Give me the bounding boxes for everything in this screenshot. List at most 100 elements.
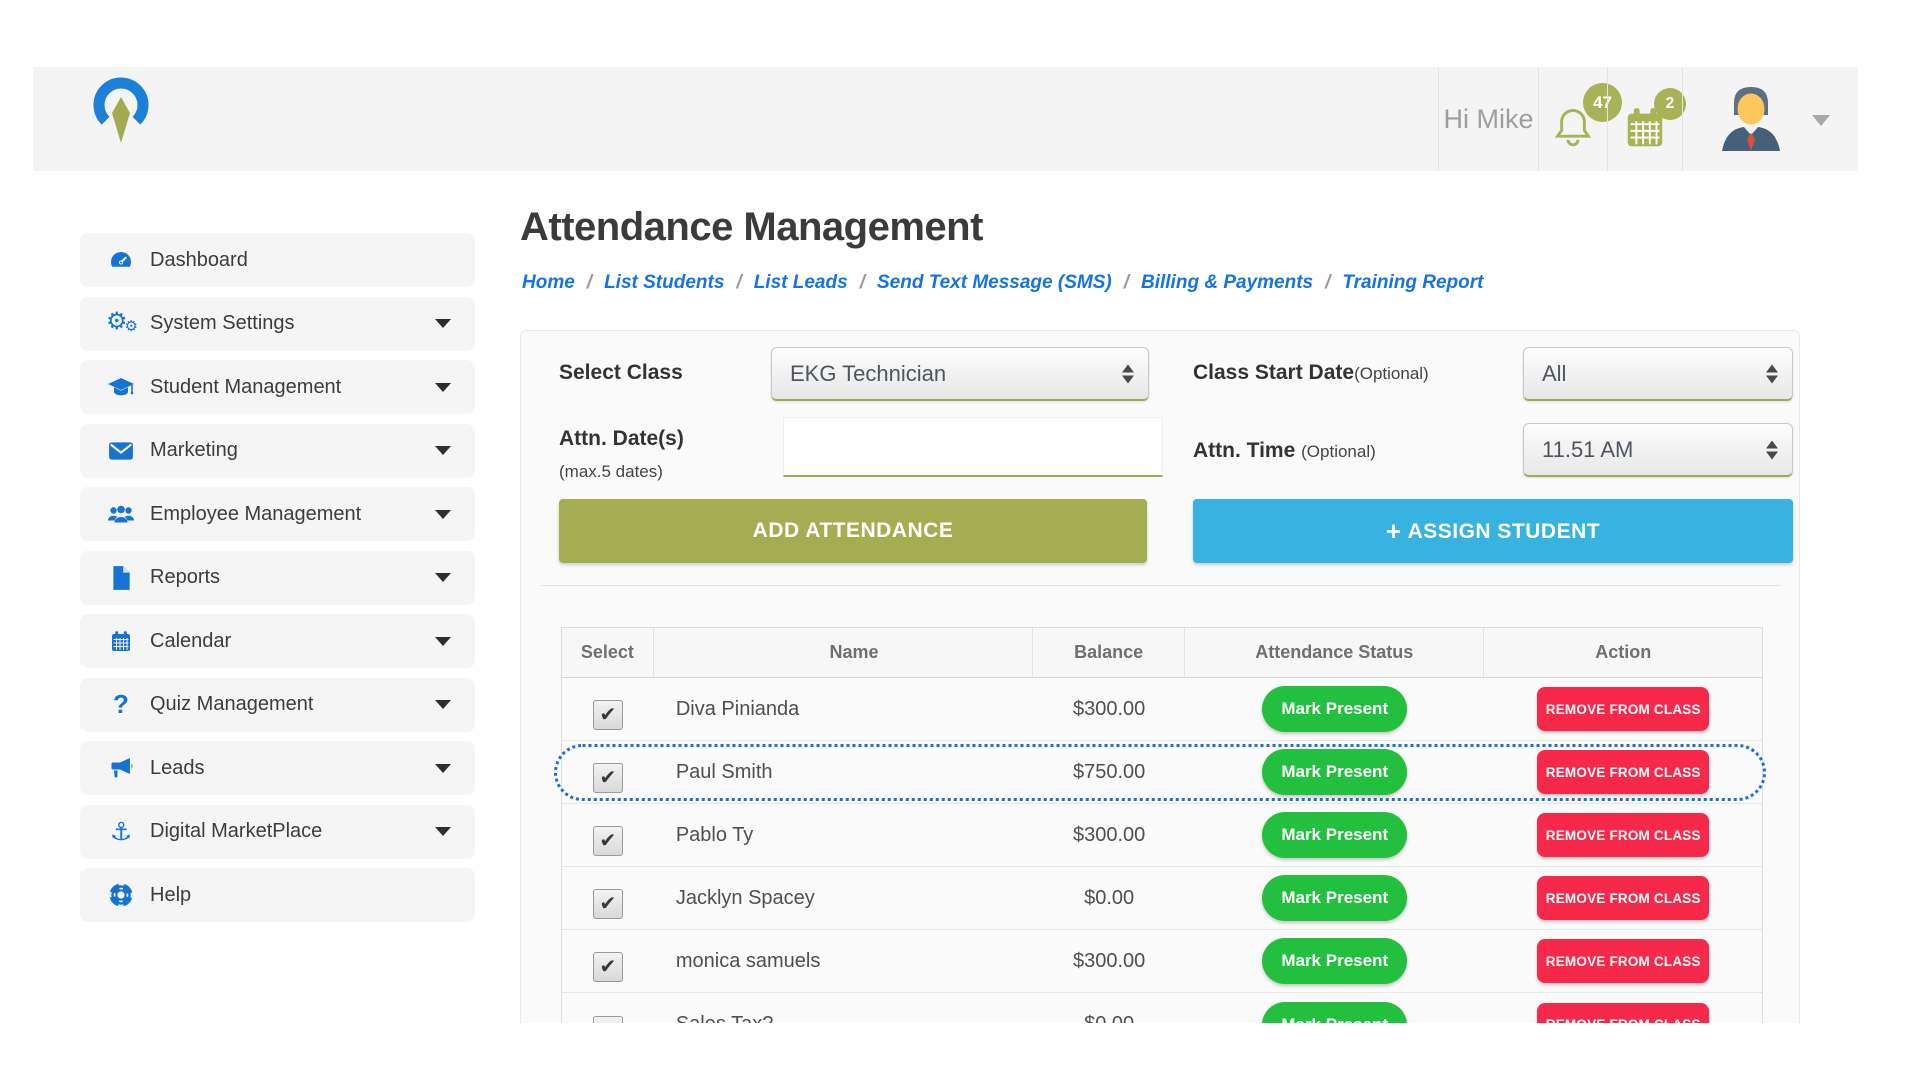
student-name: Paul Smith — [675, 760, 773, 783]
table-header-row: Select Name Balance Attendance Status Action — [562, 628, 1762, 678]
chevron-down-icon — [435, 382, 451, 392]
student-name: Jacklyn Spacey — [675, 886, 815, 909]
plus-icon: + — [1385, 515, 1402, 546]
column-header-attendance-status: Attendance Status — [1185, 628, 1485, 677]
breadcrumb-link-training-report[interactable]: Training Report — [1342, 272, 1484, 293]
user-menu[interactable] — [1682, 67, 1858, 171]
student-name: monica samuels — [675, 949, 821, 972]
breadcrumb-link-home[interactable]: Home — [522, 272, 575, 293]
class-start-date-select[interactable]: All — [1523, 347, 1793, 401]
page-title: Attendance Management — [520, 205, 983, 249]
chevron-down-icon — [1812, 115, 1830, 126]
select-checkbox[interactable]: ✔ — [592, 763, 623, 793]
attn-dates-label: Attn. Date(s) — [559, 427, 684, 450]
select-checkbox[interactable]: ✔ — [592, 700, 623, 730]
attn-time-label: Attn. Time (Optional) — [1193, 439, 1376, 462]
spinner-arrows-icon — [1122, 364, 1134, 383]
sidebar-item-quiz-management[interactable]: ? Quiz Management — [80, 677, 475, 732]
mark-present-button[interactable]: Mark Present — [1262, 875, 1408, 921]
select-checkbox[interactable]: ✔ — [592, 952, 623, 982]
student-balance: $300.00 — [1072, 697, 1146, 720]
remove-from-class-button[interactable]: REMOVE FROM CLASS — [1537, 813, 1710, 857]
attn-time-value: 11.51 AM — [1542, 436, 1634, 462]
table-row: ✔ monica samuels $300.00 Mark Present RE… — [562, 930, 1762, 993]
breadcrumb-link-list-leads[interactable]: List Leads — [753, 272, 848, 293]
student-balance: $300.00 — [1072, 823, 1146, 846]
remove-from-class-button[interactable]: REMOVE FROM CLASS — [1537, 939, 1710, 983]
spinner-arrows-icon — [1766, 364, 1778, 383]
remove-from-class-button[interactable]: REMOVE FROM CLASS — [1537, 750, 1710, 794]
remove-from-class-button[interactable]: REMOVE FROM CLASS — [1537, 687, 1710, 731]
breadcrumb-separator: / — [736, 272, 742, 293]
mark-present-button[interactable]: Mark Present — [1262, 938, 1408, 984]
sidebar-item-digital-marketplace[interactable]: ⚓ Digital MarketPlace — [80, 804, 475, 859]
chevron-down-icon — [435, 700, 451, 709]
chevron-down-icon — [435, 827, 451, 836]
chevron-down-icon — [435, 509, 451, 519]
sidebar-item-employee-management[interactable]: Employee Management — [80, 487, 475, 541]
sidebar-item-calendar[interactable]: Calendar — [80, 614, 475, 668]
breadcrumb: Home / List Students / List Leads / Send Text … — [522, 272, 1484, 294]
student-balance: $0.00 — [1084, 886, 1135, 909]
mark-present-button[interactable]: Mark Present — [1262, 812, 1408, 858]
class-select-value: EKG Technician — [790, 360, 947, 386]
sidebar-item-system-settings[interactable]: ⚙ ⚙ System Settings — [80, 296, 475, 351]
attn-dates-hint: (max.5 dates) — [559, 462, 663, 481]
users-icon — [106, 503, 136, 525]
select-class-label: Select Class — [559, 361, 683, 384]
sidebar-item-leads[interactable]: Leads — [80, 741, 475, 795]
column-header-balance: Balance — [1033, 628, 1185, 677]
calendar-icon — [106, 629, 136, 654]
sidebar-item-student-management[interactable]: Student Management — [80, 360, 475, 414]
attn-time-select[interactable]: 11.51 AM — [1523, 423, 1793, 477]
calendar-button[interactable]: 2 — [1607, 67, 1686, 171]
avatar — [1721, 87, 1780, 151]
chevron-down-icon — [435, 763, 451, 773]
remove-from-class-button[interactable]: REMOVE FROM CLASS — [1537, 876, 1710, 920]
file-icon — [106, 565, 136, 591]
select-checkbox[interactable]: ✔ — [592, 826, 623, 856]
sidebar-item-marketing[interactable]: Marketing — [80, 423, 475, 478]
class-select[interactable]: EKG Technician — [771, 347, 1149, 401]
viewport-clip-mask — [0, 1023, 1920, 1080]
table-row: ✔ Diva Pinianda $300.00 Mark Present REM… — [562, 678, 1762, 741]
graduation-cap-icon — [106, 375, 136, 399]
check-icon: ✔ — [599, 704, 617, 726]
student-balance: $750.00 — [1072, 760, 1146, 783]
breadcrumb-link-billing-payments[interactable]: Billing & Payments — [1141, 272, 1314, 293]
mark-present-button[interactable]: Mark Present — [1262, 749, 1408, 795]
sidebar: Dashboard ⚙ ⚙ System Settings Student Man… — [80, 233, 475, 932]
breadcrumb-link-list-students[interactable]: List Students — [604, 272, 725, 293]
assign-student-button[interactable]: + ASSIGN STUDENT — [1193, 499, 1793, 563]
breadcrumb-separator: / — [586, 272, 593, 293]
question-icon: ? — [113, 689, 129, 719]
chevron-down-icon — [435, 573, 451, 582]
spinner-arrows-icon — [1766, 440, 1778, 459]
attendance-table: Select Name Balance Attendance Status Action… — [554, 627, 1766, 1057]
dashboard-icon — [106, 249, 136, 271]
column-header-name: Name — [654, 628, 1034, 677]
sidebar-item-reports[interactable]: Reports — [80, 550, 475, 605]
breadcrumb-separator: / — [859, 272, 865, 293]
app-logo[interactable] — [85, 73, 157, 167]
divider — [541, 585, 1781, 586]
chevron-down-icon — [435, 636, 451, 646]
filters-panel: Select Class EKG Technician Class Start … — [520, 330, 1800, 1057]
breadcrumb-link-send-text-message-sms[interactable]: Send Text Message (SMS) — [876, 272, 1112, 293]
select-checkbox[interactable]: ✔ — [592, 889, 623, 919]
mark-present-button[interactable]: Mark Present — [1262, 686, 1408, 732]
table-row: ✔ Pablo Ty $300.00 Mark Present REMOVE F… — [562, 804, 1762, 867]
user-greeting: Hi Mike — [1443, 103, 1534, 134]
add-attendance-button[interactable]: ADD ATTENDANCE — [559, 499, 1147, 563]
sidebar-item-dashboard[interactable]: Dashboard — [80, 233, 475, 287]
app-header: Hi Mike 47 2 — [33, 67, 1858, 171]
attn-dates-input[interactable] — [783, 417, 1163, 477]
table-body: ✔ Diva Pinianda $300.00 Mark Present REM… — [554, 678, 1766, 1056]
sidebar-item-help[interactable]: Help — [80, 868, 475, 922]
chevron-down-icon — [435, 319, 451, 328]
notifications-button[interactable]: 47 — [1538, 67, 1622, 171]
column-header-select: Select — [562, 628, 654, 677]
table-row: ✔ Paul Smith $750.00 Mark Present REMOVE… — [554, 741, 1766, 804]
student-name: Diva Pinianda — [675, 697, 800, 720]
breadcrumb-separator: / — [1325, 272, 1331, 293]
